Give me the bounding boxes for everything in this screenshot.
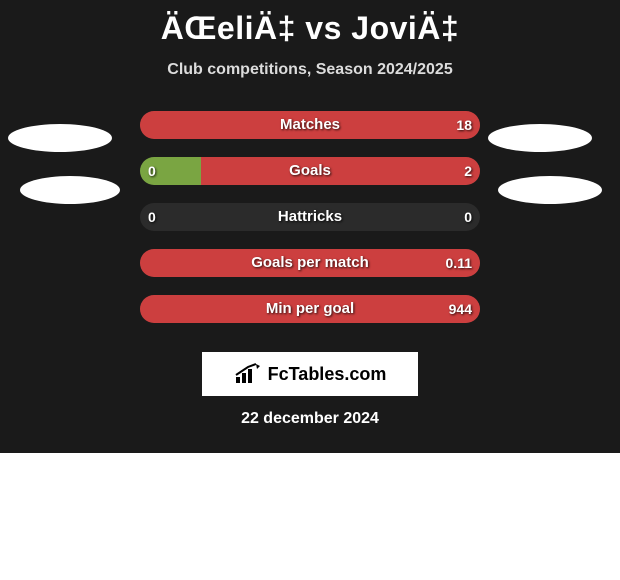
white-region	[0, 453, 620, 580]
comparison-row: Hattricks0 0	[0, 203, 620, 249]
bar-value-right: 18	[456, 111, 472, 139]
bar-value-right: 0.11	[446, 249, 472, 277]
logo-chart-icon	[234, 363, 262, 385]
comparison-row: Goals per match0.11	[0, 249, 620, 295]
page-title: ÄŒeliÄ‡ vs JoviÄ‡	[0, 0, 620, 47]
comparison-bar: Goals0 2	[140, 157, 480, 185]
bar-value-right: 2	[464, 157, 472, 185]
bar-label: Goals per match	[140, 249, 480, 277]
date-text: 22 december 2024	[0, 410, 620, 428]
comparison-row: Min per goal944	[0, 295, 620, 341]
bar-value-left: 0	[148, 157, 156, 185]
right-ellipse-2	[498, 176, 602, 204]
left-ellipse-1	[8, 124, 112, 152]
left-ellipse-2	[20, 176, 120, 204]
comparison-bar: Matches18	[140, 111, 480, 139]
bar-label: Goals	[140, 157, 480, 185]
bar-value-right: 0	[464, 203, 472, 231]
logo-box: FcTables.com	[202, 352, 418, 396]
page-subtitle: Club competitions, Season 2024/2025	[0, 61, 620, 79]
bar-label: Min per goal	[140, 295, 480, 323]
bar-value-left: 0	[148, 203, 156, 231]
dark-region: ÄŒeliÄ‡ vs JoviÄ‡ Club competitions, Sea…	[0, 0, 620, 453]
bar-label: Hattricks	[140, 203, 480, 231]
bar-value-right: 944	[449, 295, 472, 323]
logo-text: FcTables.com	[268, 364, 387, 385]
comparison-bar: Hattricks0 0	[140, 203, 480, 231]
right-ellipse-1	[488, 124, 592, 152]
bar-label: Matches	[140, 111, 480, 139]
comparison-bar: Min per goal944	[140, 295, 480, 323]
comparison-bar: Goals per match0.11	[140, 249, 480, 277]
